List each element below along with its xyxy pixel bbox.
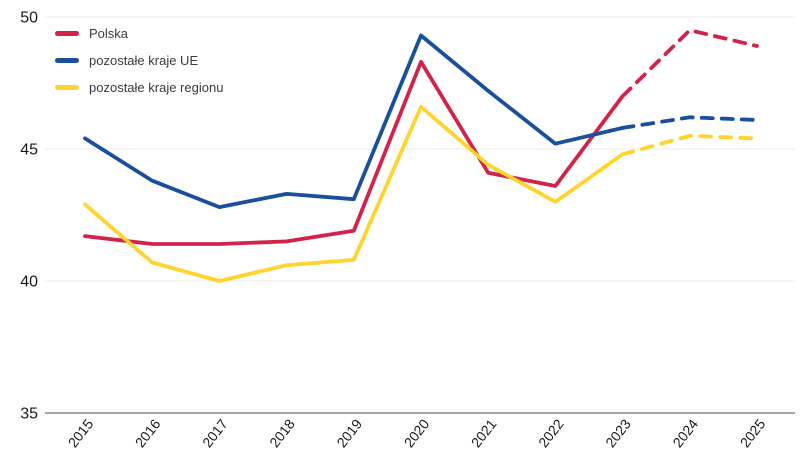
x-tick-label: 2018 <box>266 416 298 451</box>
legend-item-pozostale-kraje-regionu: pozostałe kraje regionu <box>55 79 223 95</box>
legend-swatch-pozostale-kraje-regionu <box>55 84 79 90</box>
x-tick-label: 2016 <box>132 416 164 451</box>
legend-item-pozostale-kraje-ue: pozostałe kraje UE <box>55 52 223 68</box>
legend-label-polska: Polska <box>89 25 129 41</box>
legend-item-polska: Polska <box>55 25 223 41</box>
x-tick-label: 2025 <box>737 416 769 451</box>
series-line-dashed-2 <box>620 133 759 157</box>
x-tick-label: 2015 <box>65 416 97 451</box>
x-tick-label: 2020 <box>401 416 433 451</box>
y-tick-label: 50 <box>20 10 38 27</box>
legend: Polska pozostałe kraje UE pozostałe kraj… <box>55 25 223 95</box>
y-tick-label: 35 <box>20 406 38 423</box>
x-tick-label: 2024 <box>669 416 701 451</box>
series-line-solid-1 <box>83 33 625 210</box>
x-tick-label: 2017 <box>199 416 231 451</box>
y-tick-label: 45 <box>20 142 38 159</box>
series-line-dashed-1 <box>620 115 759 130</box>
legend-swatch-polska <box>55 30 79 36</box>
x-tick-label: 2022 <box>535 416 567 451</box>
legend-label-pozostale-kraje-regionu: pozostałe kraje regionu <box>89 79 224 95</box>
series-line-solid-0 <box>83 60 625 246</box>
legend-swatch-pozostale-kraje-ue <box>55 57 79 63</box>
y-tick-label: 40 <box>20 274 38 291</box>
legend-label-pozostale-kraje-ue: pozostałe kraje UE <box>89 52 199 68</box>
x-tick-label: 2021 <box>468 416 500 451</box>
series-line-solid-2 <box>83 104 625 283</box>
x-tick-label: 2023 <box>602 416 634 451</box>
series-line-dashed-0 <box>620 28 759 99</box>
x-tick-label: 2019 <box>333 416 365 451</box>
